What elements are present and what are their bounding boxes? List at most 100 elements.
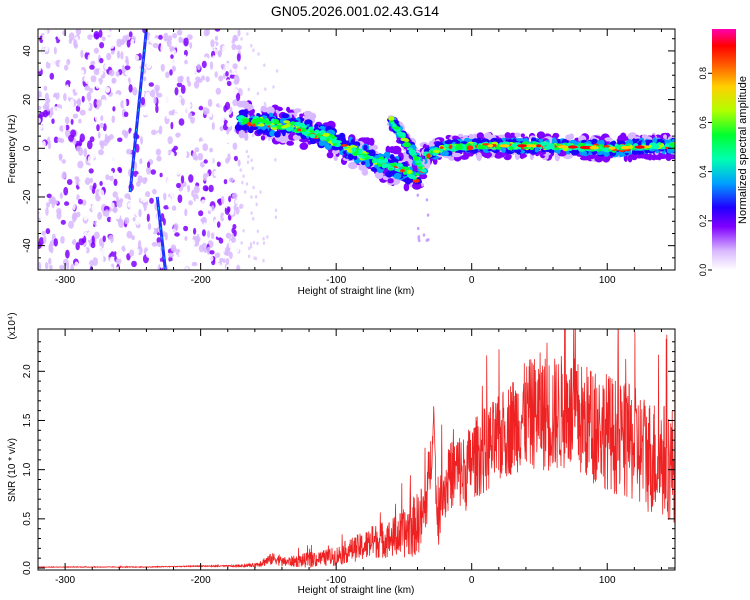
noise-blob <box>274 215 278 219</box>
noise-blob <box>226 80 232 87</box>
noise-blob <box>239 168 242 172</box>
noise-blob <box>249 244 253 249</box>
noise-blob <box>175 132 182 138</box>
ridge-core <box>660 143 665 147</box>
noise-blob <box>224 101 231 110</box>
noise-blob <box>96 221 100 227</box>
ridge-core <box>406 169 412 174</box>
noise-blob <box>57 244 63 251</box>
noise-blob <box>38 212 42 219</box>
noise-blob <box>121 64 125 74</box>
noise-blob <box>126 148 132 155</box>
noise-blob <box>142 177 147 185</box>
noise-blob <box>112 191 118 198</box>
noise-blob <box>249 242 253 246</box>
noise-blob <box>216 262 221 270</box>
noise-blob <box>207 88 211 96</box>
spectrogram-y-tick-label: 0 <box>22 145 33 151</box>
noise-blob <box>173 223 179 230</box>
noise-blob <box>78 118 82 124</box>
ridge-halo <box>286 106 291 113</box>
noise-blob <box>145 191 151 198</box>
colorbar-tick-label: 0.0 <box>698 264 708 277</box>
noise-blob <box>205 29 210 36</box>
noise-blob <box>93 231 100 239</box>
noise-blob <box>213 124 220 133</box>
noise-blob <box>146 62 152 69</box>
noise-blob <box>193 185 200 194</box>
noise-blob <box>60 236 65 244</box>
noise-blob <box>152 38 159 44</box>
noise-blob <box>137 175 143 184</box>
noise-blob <box>78 69 85 76</box>
noise-blob <box>171 98 175 108</box>
noise-blob <box>416 193 420 197</box>
ridge-core <box>377 159 386 163</box>
noise-blob <box>251 166 254 171</box>
noise-blob <box>76 61 81 67</box>
noise-blob <box>174 87 179 96</box>
snr-x-tick-label: -200 <box>191 575 211 586</box>
noise-blob <box>83 211 89 221</box>
noise-blob <box>146 213 150 222</box>
noise-blob <box>222 258 226 264</box>
noise-blob <box>203 46 207 54</box>
noise-blob <box>143 76 147 82</box>
ridge-core <box>669 142 675 147</box>
noise-blob <box>135 143 140 153</box>
noise-blob <box>236 264 241 270</box>
noise-blob <box>155 166 160 173</box>
noise-blob <box>163 205 170 210</box>
noise-blob <box>225 62 230 72</box>
noise-blob <box>264 87 267 91</box>
noise-blob <box>83 148 88 158</box>
noise-blob <box>65 84 70 93</box>
noise-blob <box>71 212 78 221</box>
noise-blob <box>205 42 209 48</box>
noise-blob <box>236 92 241 102</box>
noise-blob <box>49 72 55 80</box>
noise-blob <box>222 214 229 219</box>
snr-y-tick-label: 0.0 <box>22 561 33 575</box>
noise-blob <box>195 198 199 206</box>
noise-blob <box>210 39 215 48</box>
snr-line-area <box>38 329 675 569</box>
ridge-body <box>347 153 354 160</box>
noise-blob <box>231 159 235 168</box>
noise-blob <box>81 95 85 103</box>
noise-blob <box>64 201 70 206</box>
ridge-body <box>534 147 539 153</box>
noise-blob <box>218 114 224 124</box>
noise-blob <box>143 262 148 270</box>
noise-blob <box>133 190 137 200</box>
noise-blob <box>93 182 97 190</box>
noise-blob <box>210 76 214 86</box>
noise-blob <box>80 87 85 97</box>
ridge-peak <box>517 144 527 148</box>
ridge-core <box>236 116 242 120</box>
noise-blob <box>139 158 143 165</box>
noise-blob <box>201 123 205 133</box>
ridge-core <box>247 122 252 127</box>
colorbar-tick-label: 0.6 <box>698 116 708 129</box>
ridge-body <box>350 139 355 145</box>
noise-blob <box>222 45 228 54</box>
noise-blob <box>254 195 258 199</box>
ridge-body <box>361 161 366 166</box>
noise-blob <box>60 219 66 225</box>
noise-blob <box>223 73 226 79</box>
noise-blob <box>60 208 66 214</box>
noise-blob <box>96 124 100 132</box>
noise-blob <box>228 177 234 183</box>
noise-blob <box>116 213 120 220</box>
noise-blob <box>262 236 265 241</box>
noise-blob <box>149 144 154 153</box>
noise-blob <box>52 106 60 115</box>
noise-blob <box>122 261 126 270</box>
noise-blob <box>225 232 232 239</box>
noise-blob <box>156 155 162 162</box>
noise-blob <box>170 244 177 252</box>
ridge-peak <box>568 145 578 149</box>
ridge-body <box>393 172 402 180</box>
ridge-peak <box>589 146 599 150</box>
